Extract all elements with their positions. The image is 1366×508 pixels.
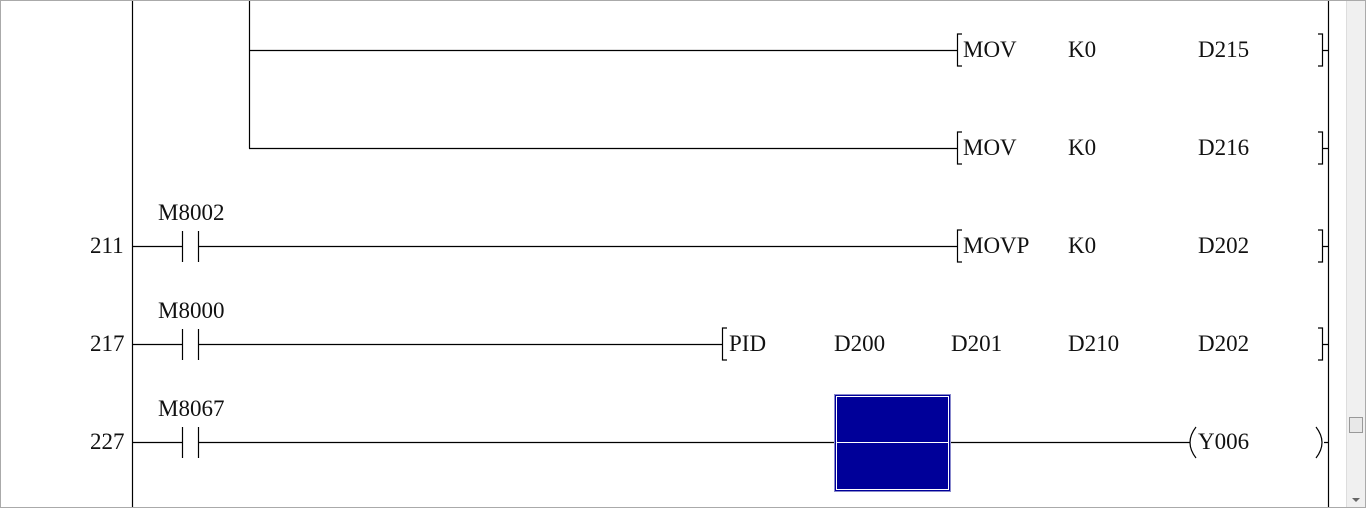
operand: D215 [1198,37,1249,62]
operand: D202 [1198,331,1249,356]
operand: D202 [1198,233,1249,258]
instruction: MOV [963,135,1017,160]
step-number: 227 [90,429,125,454]
rung-mov-d215[interactable]: MOV K0 D215 [249,33,1328,67]
operand: K0 [1068,37,1096,62]
normally-open-contact-icon [132,329,722,360]
scroll-down-arrow-icon[interactable] [1352,498,1360,502]
operand: K0 [1068,233,1096,258]
normally-open-contact-icon [132,231,957,262]
instruction: MOVP [963,233,1029,258]
operand: D201 [951,331,1002,356]
contact-label: M8000 [158,298,224,323]
step-number: 211 [90,233,124,258]
rung-217[interactable]: 217 M8000 PID D200 D201 D210 D202 [90,298,1328,361]
rung-211[interactable]: 211 M8002 MOVP K0 D202 [90,200,1328,263]
rung-mov-d216[interactable]: MOV K0 D216 [249,131,1328,165]
coil-label: Y006 [1198,429,1249,454]
scrollbar-thumb[interactable] [1349,417,1363,433]
coil-close-icon [1315,426,1328,459]
contact-label: M8067 [158,396,224,421]
normally-open-contact-icon [132,427,1190,458]
operand: D200 [834,331,885,356]
rung-227[interactable]: 227 M8067 Y006 [90,396,1328,459]
instruction: PID [729,331,766,356]
step-number: 217 [90,331,125,356]
instr-open-bracket [956,33,962,67]
edit-cursor[interactable] [834,394,951,492]
vertical-scrollbar[interactable] [1346,0,1366,508]
instruction: MOV [963,37,1017,62]
operand: D216 [1198,135,1249,160]
operand: D210 [1068,331,1119,356]
operand: K0 [1068,135,1096,160]
contact-label: M8002 [158,200,224,225]
instr-close-bracket [1318,33,1328,67]
coil-open-icon [1189,426,1197,459]
